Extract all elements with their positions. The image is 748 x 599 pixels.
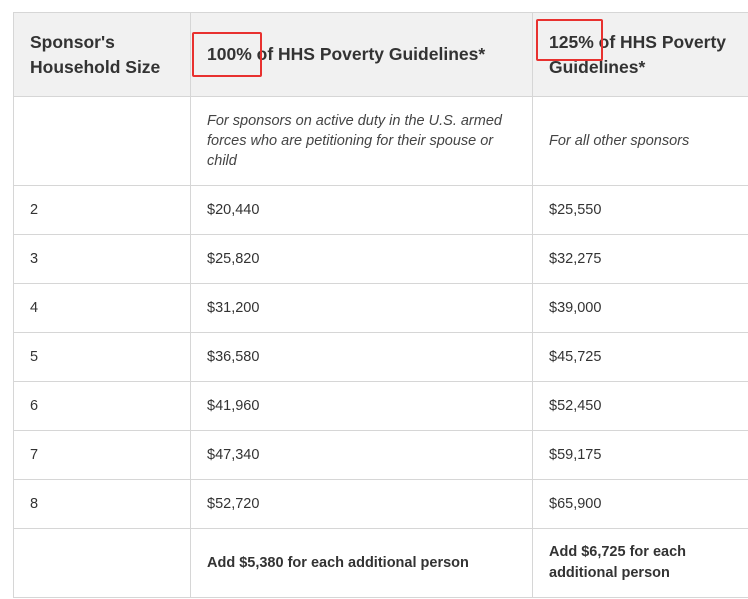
- table-subheader-row: For sponsors on active duty in the U.S. …: [13, 96, 748, 186]
- household-size-cell: 3: [13, 234, 191, 284]
- poverty-100-cell: $41,960: [190, 381, 533, 431]
- table-header-row: Sponsor's Household Size 100% of HHS Pov…: [13, 12, 748, 97]
- table-footer-row: Add $5,380 for each additional person Ad…: [13, 528, 748, 598]
- household-size-cell: 6: [13, 381, 191, 431]
- highlight-100-percent: 100%: [207, 44, 252, 64]
- poverty-100-cell: $31,200: [190, 283, 533, 333]
- household-size-cell: 7: [13, 430, 191, 480]
- poverty-125-cell: $52,450: [532, 381, 748, 431]
- highlight-125-percent: 125%: [549, 31, 594, 52]
- poverty-guidelines-table: Sponsor's Household Size 100% of HHS Pov…: [13, 12, 748, 598]
- subheader-other-sponsors: For all other sponsors: [532, 96, 748, 186]
- household-size-cell: 8: [13, 479, 191, 529]
- table-row: 5 $36,580 $45,725: [13, 332, 748, 382]
- household-size-cell: 2: [13, 185, 191, 235]
- poverty-125-cell: $45,725: [532, 332, 748, 382]
- header-100-percent: 100% of HHS Poverty Guidelines*: [190, 12, 533, 97]
- table-row: 2 $20,440 $25,550: [13, 185, 748, 235]
- header-125-percent-label: of HHS Poverty Guidelines*: [549, 31, 727, 77]
- footer-empty: [13, 528, 191, 598]
- table-row: 6 $41,960 $52,450: [13, 381, 748, 431]
- subheader-active-duty: For sponsors on active duty in the U.S. …: [190, 96, 533, 186]
- table-row: 4 $31,200 $39,000: [13, 283, 748, 333]
- poverty-100-cell: $52,720: [190, 479, 533, 529]
- poverty-125-cell: $39,000: [532, 283, 748, 333]
- poverty-100-cell: $36,580: [190, 332, 533, 382]
- header-100-percent-label: of HHS Poverty Guidelines*: [251, 44, 486, 64]
- poverty-125-cell: $65,900: [532, 479, 748, 529]
- footer-additional-125: Add $6,725 for each additional person: [532, 528, 748, 598]
- table-row: 3 $25,820 $32,275: [13, 234, 748, 284]
- poverty-100-cell: $20,440: [190, 185, 533, 235]
- poverty-100-cell: $25,820: [190, 234, 533, 284]
- table-row: 7 $47,340 $59,175: [13, 430, 748, 480]
- household-size-cell: 4: [13, 283, 191, 333]
- poverty-125-cell: $32,275: [532, 234, 748, 284]
- poverty-125-cell: $59,175: [532, 430, 748, 480]
- poverty-100-cell: $47,340: [190, 430, 533, 480]
- poverty-125-cell: $25,550: [532, 185, 748, 235]
- footer-additional-100: Add $5,380 for each additional person: [190, 528, 533, 598]
- subheader-empty: [13, 96, 191, 186]
- header-household-size: Sponsor's Household Size: [13, 12, 191, 97]
- household-size-cell: 5: [13, 332, 191, 382]
- table-row: 8 $52,720 $65,900: [13, 479, 748, 529]
- header-125-percent: 125% of HHS Poverty Guidelines*: [532, 12, 748, 97]
